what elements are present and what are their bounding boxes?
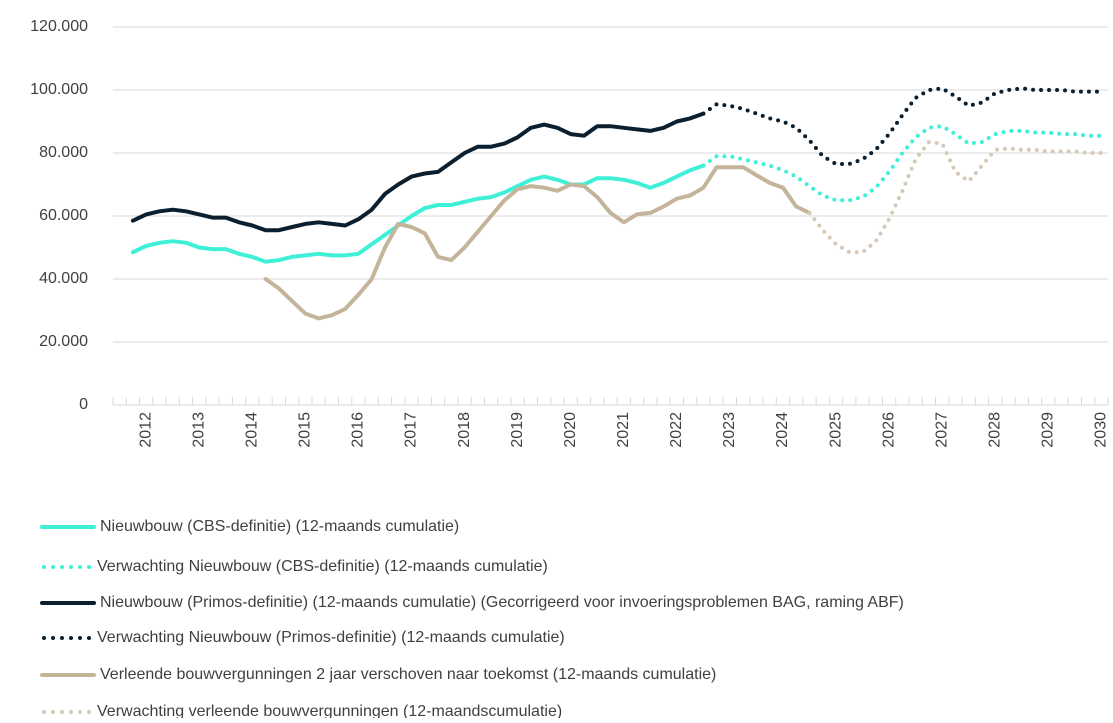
series-line [130,111,706,233]
x-tick-label: 2016 [350,412,367,448]
x-tick-label: 2025 [827,412,844,448]
x-tick-label: 2026 [880,412,897,448]
x-tick-label: 2017 [403,412,420,448]
x-tick-label: 2013 [190,412,207,448]
legend-label: Verwachting verleende bouwvergunningen (… [97,703,562,718]
x-tick-label: 2027 [933,412,950,448]
x-tick-label: 2028 [986,412,1003,448]
y-tick-label: 120.000 [30,18,88,35]
x-tick-label: 2030 [1093,412,1110,448]
x-tick-label: 2021 [615,412,632,448]
legend-label: Nieuwbouw (Primos-definitie) (12-maands … [100,594,904,611]
x-tick-label: 2015 [297,412,314,448]
legend-label: Nieuwbouw (CBS-definitie) (12-maands cum… [100,518,459,535]
y-tick-label: 20.000 [39,333,88,350]
series-line [701,86,1104,166]
legend-label: Verwachting Nieuwbouw (Primos-definitie)… [97,629,565,646]
x-tick-label: 2018 [456,412,473,448]
series-line [807,140,1104,255]
y-tick-label: 80.000 [39,144,88,161]
y-tick-label: 0 [79,396,88,413]
legend-label: Verwachting Nieuwbouw (CBS-definitie) (1… [97,558,548,575]
x-tick-label: 2019 [509,412,526,448]
legend-label: Verleende bouwvergunningen 2 jaar versch… [100,666,716,683]
series-line [130,163,706,264]
x-tick-label: 2024 [774,412,791,448]
x-tick-label: 2020 [562,412,579,448]
series-line [701,124,1104,203]
y-tick-label: 100.000 [30,81,88,98]
series-line [263,165,812,321]
x-tick-label: 2023 [721,412,738,448]
y-tick-label: 40.000 [39,270,88,287]
x-tick-label: 2022 [668,412,685,448]
x-tick-label: 2012 [137,412,154,448]
y-tick-label: 60.000 [39,207,88,224]
x-tick-label: 2014 [244,412,261,448]
x-tick-label: 2029 [1040,412,1057,448]
